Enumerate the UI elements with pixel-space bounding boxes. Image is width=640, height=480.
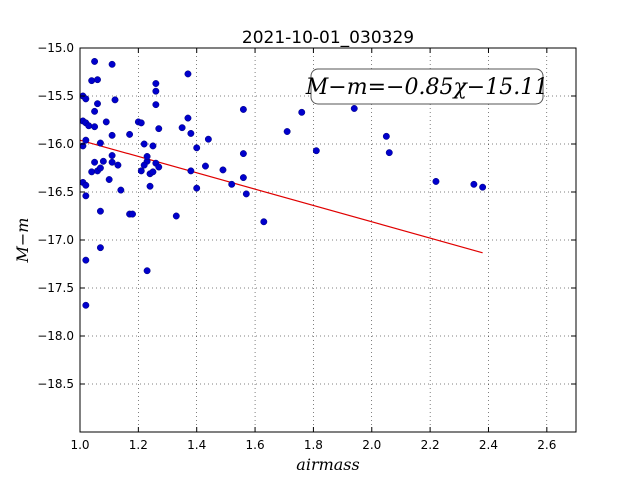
data-point	[137, 167, 145, 175]
data-point	[102, 118, 110, 126]
data-point	[94, 100, 101, 108]
data-point	[88, 168, 96, 176]
data-point	[108, 158, 116, 166]
data-point	[382, 132, 390, 140]
data-point	[260, 218, 268, 226]
y-tick-label: −15.5	[37, 89, 74, 103]
data-point	[187, 129, 195, 137]
data-point	[239, 174, 247, 182]
data-point	[178, 124, 186, 132]
data-point	[283, 128, 291, 135]
data-point	[99, 157, 107, 165]
data-point	[143, 153, 151, 160]
y-axis-label: M−m	[13, 218, 32, 264]
data-point	[239, 105, 247, 113]
data-point	[137, 119, 145, 127]
data-point	[82, 136, 90, 144]
data-point	[108, 60, 116, 68]
data-point	[91, 158, 99, 166]
data-point	[126, 130, 134, 138]
data-point	[312, 147, 320, 155]
x-tick-label: 2.0	[362, 438, 381, 452]
data-point	[108, 152, 116, 159]
data-point	[96, 164, 104, 172]
data-point	[184, 70, 192, 78]
data-point	[385, 149, 393, 157]
chart-title: 2021-10-01_030329	[242, 28, 414, 48]
data-point	[105, 176, 113, 183]
data-point	[172, 212, 180, 220]
data-point	[202, 162, 209, 170]
x-tick-label: 1.4	[187, 438, 206, 452]
y-tick-label: −15.0	[37, 41, 74, 55]
data-point	[91, 123, 99, 131]
data-point	[149, 168, 157, 176]
data-point	[82, 95, 90, 103]
data-point	[155, 125, 163, 133]
data-point	[143, 267, 151, 275]
data-point	[239, 150, 247, 158]
data-point	[140, 140, 148, 148]
axis-ticks: 1.0 1.2 1.4 1.6 1.8 2.0 2.2 2.4 2.6 −15.0 −15.5 −16…	[37, 41, 576, 452]
data-point	[479, 183, 487, 191]
x-tick-label: 1.8	[304, 438, 323, 452]
data-point	[298, 108, 306, 116]
data-point	[432, 177, 440, 185]
data-point	[155, 163, 163, 171]
data-point	[152, 80, 160, 87]
data-point	[193, 144, 201, 152]
data-point	[91, 57, 99, 65]
annotation-box	[310, 68, 544, 105]
data-point	[117, 186, 125, 194]
data-point	[146, 182, 154, 190]
data-point	[96, 207, 104, 215]
data-point	[108, 131, 116, 139]
x-tick-label: 2.4	[479, 438, 498, 452]
data-point	[129, 210, 136, 218]
x-tick-label: 1.0	[70, 438, 89, 452]
data-point	[187, 167, 195, 175]
y-tick-label: −17.0	[37, 233, 74, 247]
data-point	[82, 301, 90, 309]
data-point	[470, 180, 478, 188]
data-point	[204, 135, 212, 143]
data-point	[140, 161, 148, 169]
data-point	[184, 114, 192, 122]
data-point	[82, 192, 90, 200]
data-points	[79, 57, 487, 309]
data-point	[96, 139, 104, 147]
x-axis-label: airmass	[296, 455, 359, 474]
x-tick-label: 2.6	[537, 438, 556, 452]
data-point	[111, 96, 119, 104]
data-point	[149, 142, 157, 150]
y-tick-label: −17.5	[37, 281, 74, 295]
data-point	[152, 87, 160, 95]
data-point	[88, 77, 96, 85]
data-point	[350, 105, 358, 112]
data-point	[242, 190, 250, 198]
fit-equation-text: M−m=−0.85χ−15.11	[305, 75, 548, 100]
data-point	[94, 76, 101, 84]
y-tick-label: −16.0	[37, 137, 74, 151]
data-point	[114, 161, 122, 169]
data-point	[82, 256, 90, 264]
data-point	[82, 181, 90, 189]
x-tick-label: 2.2	[421, 438, 440, 452]
data-point	[219, 166, 227, 174]
x-tick-label: 1.6	[246, 438, 265, 452]
y-tick-label: −18.0	[37, 329, 74, 343]
y-tick-label: −18.5	[37, 377, 74, 391]
data-point	[228, 180, 236, 188]
y-tick-label: −16.5	[37, 185, 74, 199]
fit-equation-annotation: M−m=−0.85χ−15.11	[305, 68, 548, 105]
data-point	[193, 184, 201, 192]
data-point	[96, 244, 104, 252]
x-tick-label: 1.2	[129, 438, 148, 452]
data-point	[85, 122, 93, 130]
data-point	[152, 101, 160, 109]
data-point	[91, 107, 99, 115]
